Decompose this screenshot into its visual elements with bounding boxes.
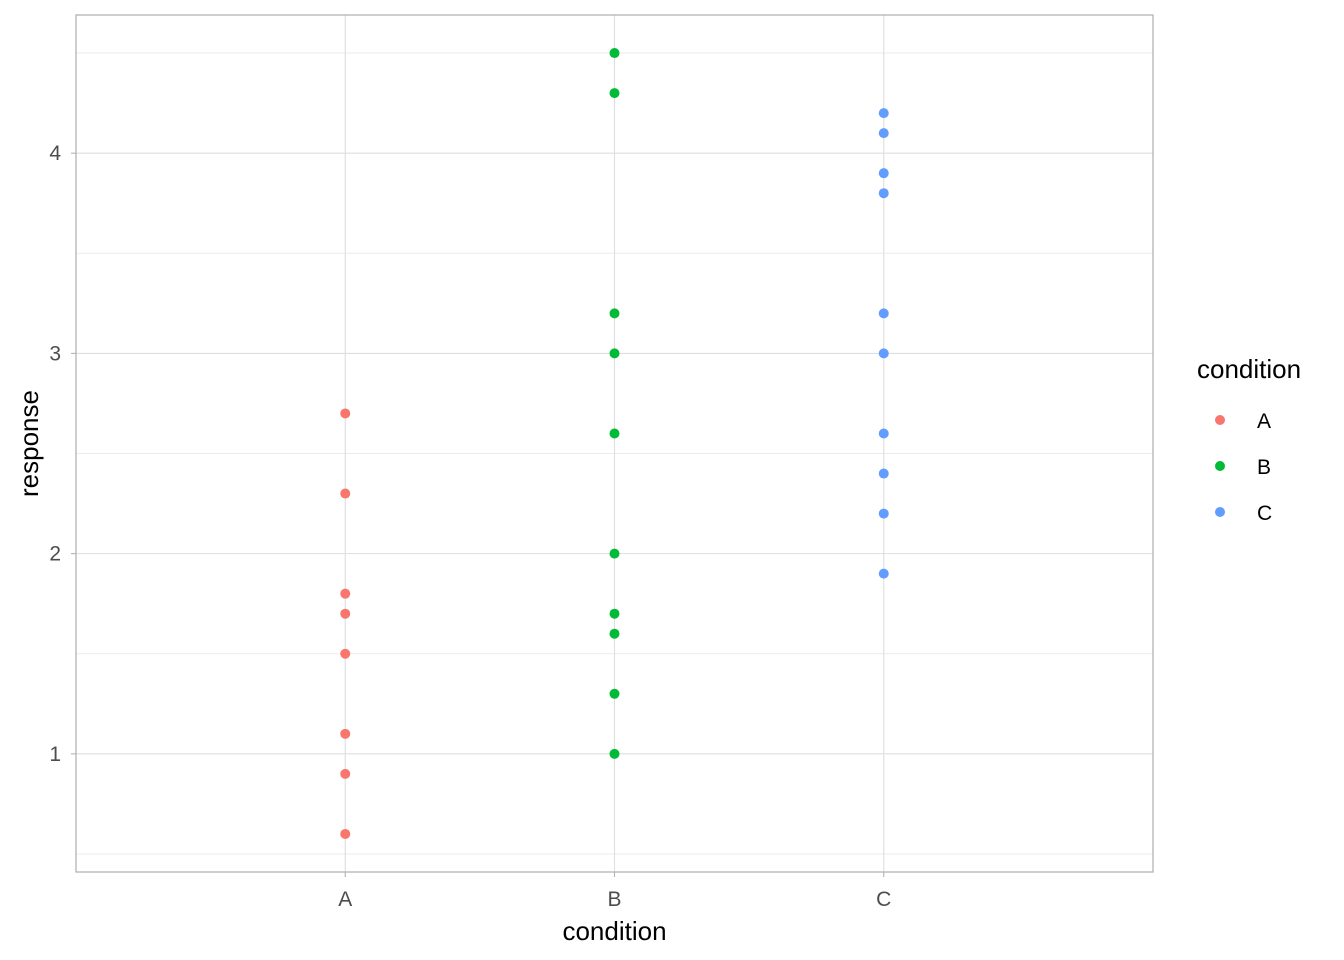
data-point-c <box>878 128 889 139</box>
data-point-a <box>340 588 351 599</box>
data-point-c <box>878 508 889 519</box>
data-point-b <box>609 628 620 639</box>
x-tick-label: B <box>607 888 621 911</box>
data-point-a <box>340 408 351 419</box>
legend-title: condition <box>1197 354 1301 384</box>
data-point-c <box>878 468 889 479</box>
legend: condition ABC <box>1197 354 1301 525</box>
data-point-a <box>340 728 351 739</box>
y-tick-label: 4 <box>49 142 61 165</box>
legend-label-c: C <box>1257 502 1272 525</box>
data-point-b <box>609 608 620 619</box>
x-tick-label: C <box>876 888 891 911</box>
data-point-b <box>609 548 620 559</box>
data-point-c <box>878 428 889 439</box>
data-point-a <box>340 648 351 659</box>
data-point-c <box>878 568 889 579</box>
x-axis-title: condition <box>562 916 666 946</box>
data-point-b <box>609 308 620 319</box>
data-point-c <box>878 308 889 319</box>
data-point-a <box>340 828 351 839</box>
data-point-c <box>878 348 889 359</box>
data-point-c <box>878 188 889 199</box>
data-point-c <box>878 168 889 179</box>
data-point-a <box>340 608 351 619</box>
legend-keys: ABC <box>1215 410 1272 525</box>
data-point-b <box>609 88 620 99</box>
data-point-b <box>609 748 620 759</box>
data-point-a <box>340 488 351 499</box>
data-point-c <box>878 108 889 119</box>
legend-key-b <box>1215 461 1225 471</box>
data-point-b <box>609 348 620 359</box>
y-axis-ticks: 1 2 3 4 <box>49 142 76 766</box>
y-tick-label: 2 <box>49 543 61 566</box>
legend-key-c <box>1215 507 1225 517</box>
y-tick-label: 1 <box>49 743 61 766</box>
x-axis-ticks: A B C <box>338 872 891 911</box>
legend-key-a <box>1215 415 1225 425</box>
data-points <box>340 48 889 839</box>
data-point-a <box>340 768 351 779</box>
data-point-b <box>609 688 620 699</box>
data-point-b <box>609 428 620 439</box>
y-tick-label: 3 <box>49 342 61 365</box>
legend-label-a: A <box>1257 410 1271 433</box>
legend-label-b: B <box>1257 456 1271 479</box>
y-axis-title: response <box>14 390 44 497</box>
data-point-b <box>609 48 620 59</box>
x-tick-label: A <box>338 888 352 911</box>
